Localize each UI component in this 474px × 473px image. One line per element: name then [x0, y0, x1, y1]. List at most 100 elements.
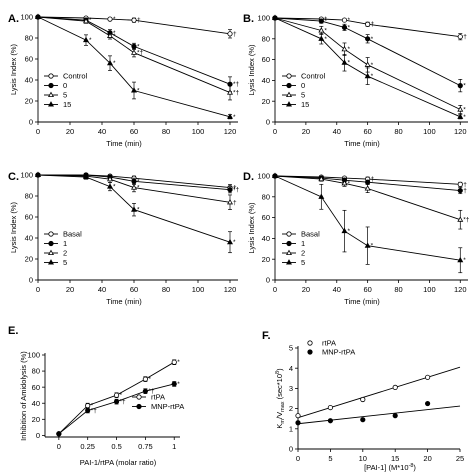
series-mnp-rtpa	[295, 400, 461, 426]
y-tick-label: 60	[262, 55, 270, 64]
legend-label: 0	[301, 81, 305, 90]
y-axis-title-mid: /V	[275, 412, 284, 419]
data-point	[131, 87, 137, 93]
significance-mark: *	[137, 43, 140, 50]
significance-mark: *	[347, 228, 350, 235]
y-axis-title: Lysis Index (%)	[247, 202, 256, 253]
significance-mark: *	[463, 83, 466, 90]
data-point	[83, 17, 89, 24]
y-axis-title-sub-max: max	[280, 401, 286, 412]
data-point	[457, 106, 464, 112]
series-2: * *†	[272, 172, 470, 230]
legend-marker	[286, 259, 292, 265]
panel-letter: F.	[262, 330, 271, 342]
series-2: *†	[35, 171, 237, 210]
data-point	[457, 216, 464, 222]
significance-mark: *	[324, 18, 327, 25]
significance-mark: *	[177, 359, 180, 366]
y-tick-label: 20	[25, 97, 33, 106]
y-axis-title: Lysis Index (%)	[9, 202, 18, 253]
series-5: **†*†	[35, 13, 240, 101]
significance-mark: †	[463, 181, 467, 188]
series-15: ****	[35, 13, 236, 121]
series-15: * * * *	[272, 14, 466, 121]
data-point	[272, 172, 278, 179]
y-axis-title: Lysis Index (%)	[9, 44, 18, 95]
data-point	[227, 187, 233, 193]
y-tick-label: 20	[32, 415, 40, 424]
legend-marker	[286, 73, 292, 79]
data-point	[365, 21, 371, 27]
significance-mark: *†	[148, 388, 155, 395]
data-point	[364, 242, 371, 248]
x-tick-label: 40	[333, 127, 341, 136]
y-tick-label: 5	[289, 344, 293, 353]
legend-marker	[136, 403, 142, 410]
x-tick-label: 0.25	[80, 442, 95, 451]
y-tick-label: 0	[289, 445, 293, 454]
series-mnp-rtpa: *†*†*†*	[56, 381, 180, 437]
legend-label: 5	[63, 258, 67, 267]
data-point	[227, 238, 233, 245]
legend-label: MNP-rtPA	[151, 402, 184, 411]
x-tick-label: 25	[456, 454, 464, 463]
y-tick-label: 20	[262, 255, 270, 264]
legend-marker	[48, 240, 54, 247]
x-axis-title: Time (min)	[344, 297, 380, 306]
x-tick-label: 0	[273, 127, 277, 136]
y-tick-label: 2	[289, 404, 293, 413]
x-tick-label: 0	[57, 442, 61, 451]
data-point	[457, 113, 464, 119]
data-point	[272, 14, 278, 21]
legend-label: 5	[301, 91, 305, 100]
y-tick-label: 60	[262, 213, 270, 222]
x-tick-label: 100	[423, 127, 436, 136]
data-point	[424, 400, 431, 407]
data-point	[457, 181, 463, 187]
axes	[274, 16, 468, 123]
significance-mark: *	[233, 239, 236, 246]
data-point	[318, 175, 325, 182]
y-tick-label: 80	[262, 192, 270, 201]
y-tick-label: 60	[25, 213, 33, 222]
data-point	[457, 187, 463, 194]
significance-mark: *	[177, 381, 180, 388]
significance-mark: *†	[233, 90, 240, 97]
x-axis-title: Time (min)	[106, 139, 142, 148]
y-tick-label: 0	[29, 276, 33, 285]
data-point	[131, 184, 137, 190]
legend-marker	[48, 101, 54, 107]
significance-mark: *	[371, 62, 374, 69]
panel-b: B. 0 20 40 60 80 100 120 0 20 40 60 80 100 Time (min) L…	[243, 13, 468, 148]
data-point	[227, 31, 233, 37]
axes	[37, 15, 238, 123]
significance-mark: *	[463, 107, 466, 114]
panel-a: A. 0 20 40 60 80 100 120 0 20 40 60 80 100 Time (min) L…	[8, 13, 240, 148]
data-point	[424, 374, 431, 380]
x-axis-title: Time (min)	[344, 139, 380, 148]
panel-e: E. 0 0.25 0.5 0.75 1 0 20 40 60 80 100 PAI-1/rtPA (m…	[8, 325, 184, 467]
y-axis-title: Km/Vmax (sec*108)	[275, 368, 286, 429]
significance-mark: †	[463, 34, 467, 41]
data-point	[113, 399, 120, 405]
series-5: * * *	[272, 172, 466, 274]
panel-letter: E.	[8, 325, 18, 337]
significance-mark: *	[113, 16, 116, 23]
x-tick-label: 60	[130, 127, 138, 136]
y-tick-label: 100	[27, 351, 40, 360]
x-tick-label: 120	[224, 285, 237, 294]
y-tick-label: 4	[289, 364, 293, 373]
panel-c: C. 0 20 40 60 80 100 120 0 20 40 60 80 100 Time (min) L…	[8, 171, 240, 306]
x-tick-label: 20	[302, 285, 310, 294]
x-tick-label: 80	[162, 127, 170, 136]
data-point	[341, 17, 348, 23]
data-point	[360, 417, 366, 423]
x-tick-label: 40	[98, 285, 106, 294]
legend-label: rtPA	[322, 339, 336, 348]
x-tick-label: 20	[302, 127, 310, 136]
significance-mark: *	[347, 17, 350, 24]
significance-mark: †	[463, 188, 467, 195]
significance-mark: *	[113, 30, 116, 37]
regression-line	[297, 405, 461, 425]
y-tick-label: 100	[20, 13, 33, 22]
